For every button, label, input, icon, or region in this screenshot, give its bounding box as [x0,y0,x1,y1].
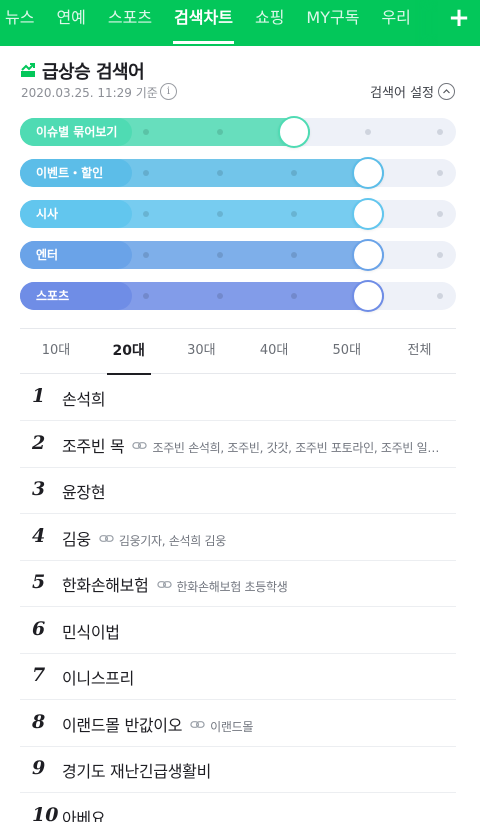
age-tab[interactable]: 40대 [259,343,289,358]
related-keywords[interactable]: 이랜드몰 [210,719,254,734]
keyword-row[interactable]: 8 이랜드몰 반값이오 이랜드몰 [20,701,456,747]
slider-step-dot[interactable] [291,252,297,258]
slider-step-dot[interactable] [437,170,443,176]
keyword-text[interactable]: 손석희 [62,390,106,409]
slider-step-dot[interactable] [291,293,297,299]
slider-step-dot[interactable] [143,170,149,176]
category-slider[interactable]: 시사 [20,200,456,228]
keyword-text[interactable]: 경기도 재난긴급생활비 [62,762,211,781]
rank-number: 4 [32,524,46,547]
category-slider[interactable]: 이슈별 묶어보기 [20,118,456,146]
slider-step-dot[interactable] [143,211,149,217]
chevron-up-icon[interactable] [438,83,455,100]
rank-number: 10 [32,803,59,822]
link-icon [99,534,114,542]
page-title: 급상승 검색어 [42,62,145,83]
slider-step-dot[interactable] [291,170,297,176]
keyword-text[interactable]: 조주빈 목 [62,436,125,456]
link-icon [156,581,172,588]
link-icon [190,720,205,728]
category-slider[interactable]: 스포츠 [20,282,456,310]
related-keywords[interactable]: 김웅기자, 손석희 김웅 [118,533,227,548]
age-tab[interactable]: 10대 [41,343,71,358]
rank-number: 2 [32,431,46,454]
age-tabs: 10대 20대 30대 40대 50대 전체 [20,328,456,375]
keyword-row[interactable]: 1 손석희 [20,375,456,421]
age-tab[interactable]: 30대 [187,343,216,358]
keyword-row[interactable]: 9 경기도 재난긴급생활비 [20,747,456,793]
keyword-row[interactable]: 4 김웅 김웅기자, 손석희 김웅 [20,515,456,561]
related-keywords[interactable]: 조주빈 손석희, 조주빈, 갓갓, 조주빈 포토라인, 조주빈 일… [152,440,440,455]
nav-tab[interactable]: 스포츠 [107,8,153,27]
slider-step-dot[interactable] [217,129,223,135]
keyword-text[interactable]: 이니스프리 [62,669,135,688]
slider-handle[interactable] [354,282,382,310]
trending-up-icon [21,63,35,77]
slider-step-dot[interactable] [437,252,443,258]
slider-step-dot[interactable] [437,211,443,217]
slider-step-dot[interactable] [217,293,223,299]
nav-tabs: 뉴스 연예 스포츠 검색차트 쇼핑 MY구독 우리 [0,0,422,46]
rank-number: 7 [32,664,46,686]
related-keywords[interactable]: 한화손해보험 초등학생 [176,580,288,594]
slider-label: 스포츠 [20,282,132,310]
nav-tab[interactable]: 연예 [56,8,86,27]
slider-handle[interactable] [354,159,382,187]
nav-tab[interactable]: 검색차트 [163,0,244,46]
rank-number: 3 [32,478,46,500]
slider-step-dot[interactable] [437,129,443,135]
top-navigation: 뉴스 연예 스포츠 검색차트 쇼핑 MY구독 우리 + [0,0,480,46]
slider-step-dot[interactable] [143,252,149,258]
slider-step-dot[interactable] [437,293,443,299]
rank-number: 9 [32,757,46,779]
slider-step-dot[interactable] [217,252,223,258]
nav-tab[interactable]: 우리 [381,8,411,27]
rank-number: 1 [32,385,46,407]
keyword-text[interactable]: 한화손해보험 [62,576,149,595]
keyword-text[interactable]: 김웅 [62,529,91,549]
category-slider[interactable]: 엔터 [20,241,456,269]
link-icon [132,441,148,449]
slider-handle[interactable] [280,118,308,146]
rank-number: 8 [32,710,46,733]
slider-label: 이슈별 묶어보기 [20,118,132,146]
keyword-row[interactable]: 3 윤장현 [20,468,456,514]
nav-tab[interactable]: 뉴스 [5,8,35,27]
rank-number: 5 [32,571,46,593]
slider-step-dot[interactable] [291,211,297,217]
age-tab[interactable]: 전체 [407,343,432,358]
slider-handle[interactable] [354,200,382,228]
slider-step-dot[interactable] [217,211,223,217]
category-slider[interactable]: 이벤트・할인 [20,159,456,187]
keyword-row[interactable]: 5 한화손해보험 한화손해보험 초등학생 [20,561,456,607]
keyword-text[interactable]: 이랜드몰 반값이오 [62,715,183,735]
keyword-row[interactable]: 10 아베요 [20,794,456,822]
keyword-settings-button[interactable]: 검색어 설정 [370,86,434,101]
keyword-text[interactable]: 윤장현 [62,483,106,502]
slider-label: 이벤트・할인 [20,159,132,187]
age-tab[interactable]: 50대 [332,343,362,358]
slider-label: 엔터 [20,241,132,269]
nav-tab[interactable]: 쇼핑 [254,8,285,27]
rank-number: 6 [32,617,46,640]
keyword-row[interactable]: 2 조주빈 목 조주빈 손석희, 조주빈, 갓갓, 조주빈 포토라인, 조주빈 일… [20,422,456,468]
nav-tab[interactable]: MY구독 [306,8,360,27]
slider-label: 시사 [20,200,132,228]
keyword-row[interactable]: 6 민식이법 [20,608,456,654]
slider-step-dot[interactable] [365,129,371,135]
timestamp: 2020.03.25. 11:29 기준 [21,86,158,100]
slider-handle[interactable] [354,241,382,269]
age-tab[interactable]: 20대 [93,329,165,375]
info-icon[interactable]: i [160,83,177,100]
slider-step-dot[interactable] [143,129,149,135]
keyword-text[interactable]: 아베요 [62,808,106,822]
keyword-text[interactable]: 민식이법 [62,622,120,642]
slider-step-dot[interactable] [217,170,223,176]
slider-step-dot[interactable] [143,293,149,299]
keyword-row[interactable]: 7 이니스프리 [20,654,456,700]
add-tab-button[interactable]: + [438,0,480,46]
